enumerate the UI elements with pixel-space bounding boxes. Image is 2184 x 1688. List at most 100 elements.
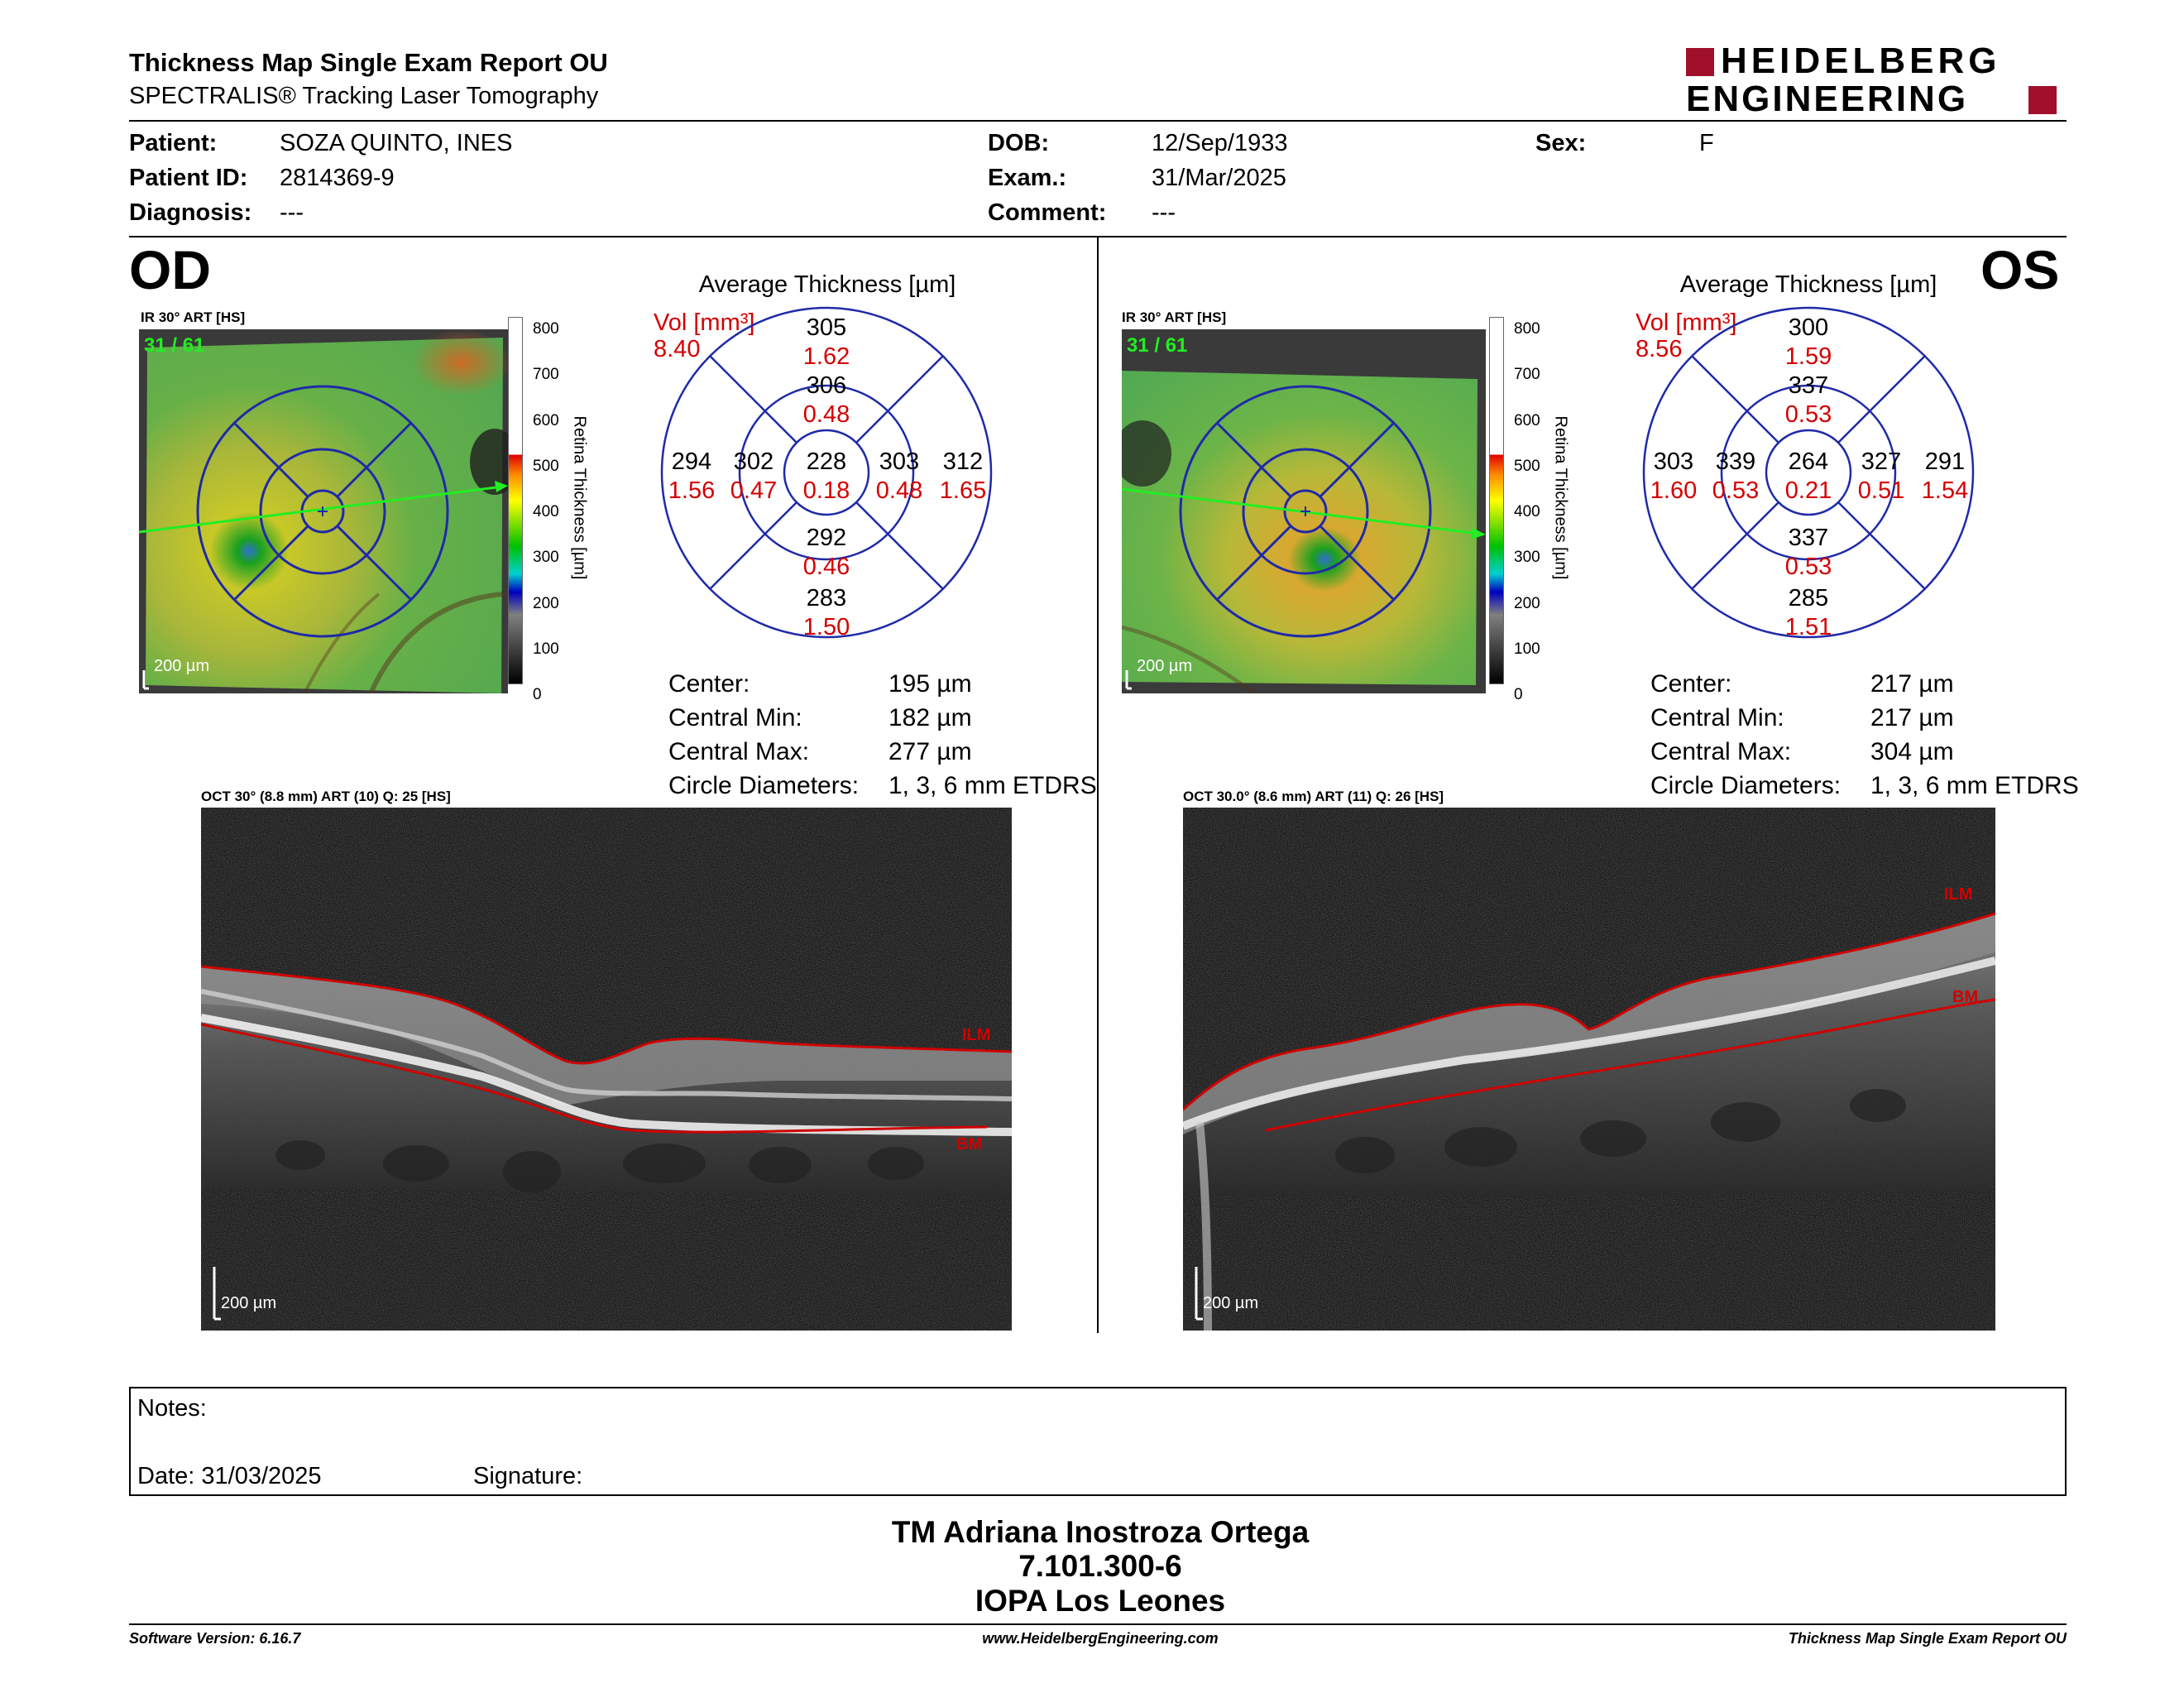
colorbar-tick: 700 xyxy=(1514,366,1540,384)
colorbar-ticks-od: 800 700 600 500 400 300 200 100 0 xyxy=(533,306,566,703)
notes-box[interactable]: Notes: Date: 31/03/2025 Signature: xyxy=(129,1387,2067,1496)
colorbar-tick: 300 xyxy=(533,549,559,567)
patient-label: Patient: xyxy=(129,130,218,156)
colorbar-tick: 500 xyxy=(1514,457,1540,475)
date-label: Date: xyxy=(137,1463,195,1489)
sector-inner-temporal-thickness: 339 xyxy=(1715,448,1756,475)
etdrs-grid-os: 264 0.21 337 0.53 337 0.53 339 0.53 327 … xyxy=(1642,306,1975,640)
scan-index-od: 31 / 61 xyxy=(144,334,205,357)
stat-center-label-os: Center: xyxy=(1650,670,1732,698)
oct-scale-od: 200 µm xyxy=(221,1294,277,1312)
stat-max-label-od: Central Max: xyxy=(668,738,810,765)
patient-rule xyxy=(129,236,2067,237)
report-subtitle: SPECTRALIS® Tracking Laser Tomography xyxy=(129,83,599,109)
stat-min-od: 182 µm xyxy=(888,704,972,731)
etdrs-grid-od-svg xyxy=(660,306,993,639)
sector-outer-nasal-thickness: 312 xyxy=(942,448,984,475)
sector-outer-temporal-thickness: 303 xyxy=(1653,448,1694,475)
sector-center-thickness: 228 xyxy=(806,448,847,475)
logo-square-icon xyxy=(2028,86,2057,114)
colorbar-tick: 600 xyxy=(1514,411,1540,429)
colorbar-tick: 200 xyxy=(1514,594,1540,612)
header-rule xyxy=(129,120,2067,122)
sex-value: F xyxy=(1699,130,1714,156)
thickness-map-od: 31 / 61 200 µm xyxy=(139,329,508,693)
oct-caption-os: OCT 30.0° (8.6 mm) ART (11) Q: 26 [HS] xyxy=(1183,789,1444,804)
heidelberg-logo: HEIDELBERG ENGINEERING xyxy=(1686,41,2067,119)
etdrs-grid-os-svg xyxy=(1642,306,1975,639)
thickness-map-os: 31 / 61 200 µm xyxy=(1122,329,1486,693)
colorbar-tick: 500 xyxy=(533,457,559,475)
stat-diam-od: 1, 3, 6 mm ETDRS xyxy=(888,772,1097,799)
eye-label-os: OS xyxy=(1980,239,2060,300)
colorbar-tick: 700 xyxy=(533,366,559,384)
sector-center-volume: 0.18 xyxy=(802,477,850,504)
signer-name: TM Adriana Inostroza Ortega xyxy=(891,1515,1310,1549)
eye-divider xyxy=(1097,237,1099,1333)
exam-label: Exam.: xyxy=(988,165,1067,191)
sector-inner-inferior-volume: 0.53 xyxy=(1784,554,1832,580)
signer-id: 7.101.300-6 xyxy=(1018,1549,1182,1583)
sector-outer-inferior-thickness: 283 xyxy=(806,585,847,611)
stat-diam-os: 1, 3, 6 mm ETDRS xyxy=(1870,772,2079,799)
stat-diam-label-od: Circle Diameters: xyxy=(668,772,860,799)
sector-outer-temporal-volume: 1.56 xyxy=(668,477,716,504)
stat-center-label-od: Center: xyxy=(668,670,750,698)
sector-inner-inferior-thickness: 292 xyxy=(806,525,847,551)
sector-inner-superior-volume: 0.53 xyxy=(1784,401,1832,428)
logo-line1: HEIDELBERG xyxy=(1721,41,2001,81)
sector-inner-nasal-volume: 0.51 xyxy=(1857,477,1905,504)
comment-label: Comment: xyxy=(988,199,1107,226)
colorbar-tick: 600 xyxy=(533,411,559,429)
ir-caption-os: IR 30° ART [HS] xyxy=(1122,309,1227,325)
sector-inner-temporal-volume: 0.47 xyxy=(730,477,778,504)
colorbar-ticks-os: 800 700 600 500 400 300 200 100 0 xyxy=(1514,306,1547,703)
scan-index-os: 31 / 61 xyxy=(1127,334,1188,357)
sector-inner-nasal-volume: 0.48 xyxy=(875,477,923,504)
website-link[interactable]: www.HeidelbergEngineering.com xyxy=(982,1630,1219,1647)
footer-rule xyxy=(129,1623,2067,1625)
footer-report-name: Thickness Map Single Exam Report OU xyxy=(1788,1630,2067,1647)
sector-center-thickness: 264 xyxy=(1788,448,1829,475)
sector-inner-superior-volume: 0.48 xyxy=(802,401,850,428)
thickness-map-os-svg xyxy=(1122,329,1486,693)
vol-label-os: Vol [mm³] xyxy=(1636,309,1737,336)
stat-min-os: 217 µm xyxy=(1870,704,1954,731)
oct-scan-od-svg xyxy=(201,808,1012,1331)
ir-caption-od: IR 30° ART [HS] xyxy=(141,309,246,325)
sector-inner-nasal-thickness: 327 xyxy=(1861,448,1902,475)
sector-outer-superior-volume: 1.62 xyxy=(802,343,850,370)
signer-institution: IOPA Los Leones xyxy=(975,1584,1226,1618)
dob-value: 12/Sep/1933 xyxy=(1152,130,1288,156)
colorbar-label-os: Retina Thickness [µm] xyxy=(1551,415,1570,580)
software-version: Software Version: 6.16.7 xyxy=(129,1630,301,1647)
sector-inner-nasal-thickness: 303 xyxy=(879,448,920,475)
ilm-label-os: ILM xyxy=(1944,885,1973,904)
colorbar-tick: 400 xyxy=(533,503,559,520)
logo-square-icon xyxy=(1686,48,1714,76)
stat-max-os: 304 µm xyxy=(1870,738,1954,765)
colorbar-od xyxy=(508,317,523,684)
vol-total-os: 8.56 xyxy=(1636,336,1683,362)
notes-date: Date: 31/03/2025 xyxy=(137,1463,322,1490)
oct-scan-os-svg xyxy=(1183,808,1995,1331)
logo-line2: ENGINEERING xyxy=(1686,79,1969,119)
colorbar-tick: 100 xyxy=(533,640,559,658)
vol-total-od: 8.40 xyxy=(654,336,701,362)
date-value: 31/03/2025 xyxy=(201,1463,322,1489)
stat-max-label-os: Central Max: xyxy=(1650,738,1792,765)
bm-label-od: BM xyxy=(956,1135,983,1153)
colorbar-label-od: Retina Thickness [µm] xyxy=(570,415,589,580)
sector-outer-nasal-thickness: 291 xyxy=(1924,448,1966,475)
avg-thickness-title-od: Average Thickness [µm] xyxy=(698,271,956,298)
sex-label: Sex: xyxy=(1535,130,1587,156)
sector-inner-inferior-volume: 0.46 xyxy=(802,554,850,580)
colorbar-tick: 0 xyxy=(533,686,542,703)
scale-label-os: 200 µm xyxy=(1137,657,1193,675)
stat-min-label-os: Central Min: xyxy=(1650,704,1784,731)
colorbar-tick: 0 xyxy=(1514,686,1523,703)
dob-label: DOB: xyxy=(988,130,1050,156)
sector-outer-inferior-volume: 1.50 xyxy=(802,614,850,640)
sector-center-volume: 0.21 xyxy=(1784,477,1832,504)
colorbar-tick: 800 xyxy=(533,320,559,338)
